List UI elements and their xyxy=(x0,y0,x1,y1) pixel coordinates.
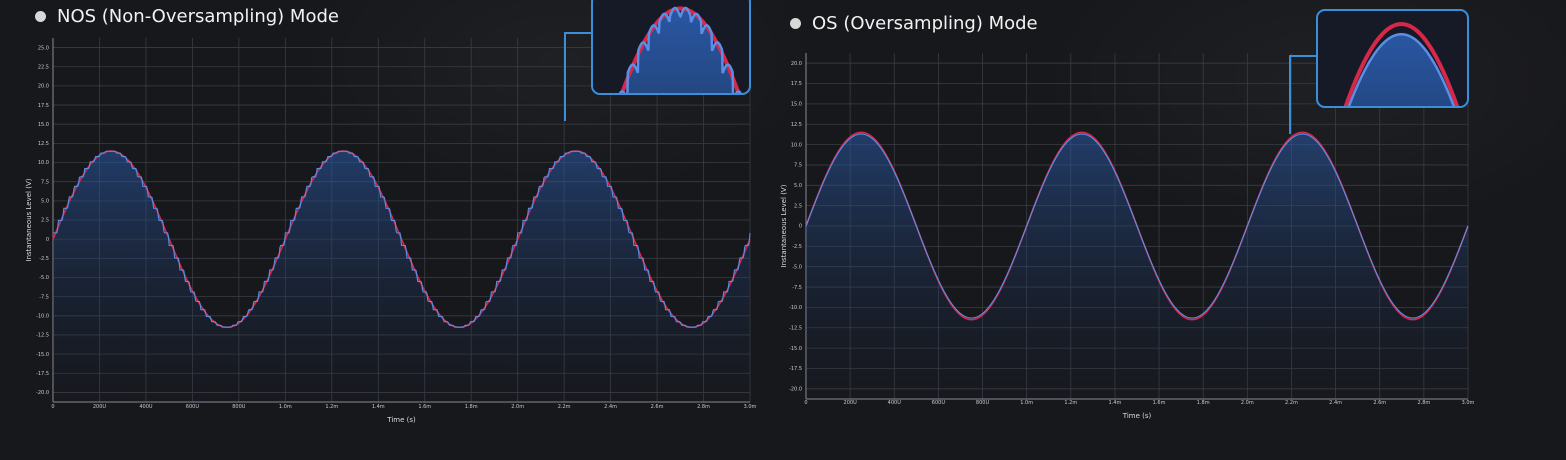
callout-leader-line xyxy=(564,32,592,121)
inset-border xyxy=(1316,9,1469,108)
inset-zoom xyxy=(592,6,750,94)
x-tick-label: 2.8m xyxy=(697,404,710,410)
y-tick-label: -12.5 xyxy=(789,325,802,331)
y-tick-label: -7.5 xyxy=(39,294,49,300)
x-tick-label: 800U xyxy=(232,404,246,410)
x-tick-label: 3.0m xyxy=(1462,400,1475,406)
x-tick-label: 2.6m xyxy=(1373,400,1386,406)
x-tick-label: 2.2m xyxy=(1285,400,1298,406)
panel-title-text: OS (Oversampling) Mode xyxy=(812,13,1038,34)
y-tick-label: -15.0 xyxy=(36,352,49,358)
y-tick-label: -7.5 xyxy=(792,285,802,291)
x-tick-label: 1.4m xyxy=(372,404,385,410)
inset-area xyxy=(1317,34,1468,107)
y-tick-label: 20.0 xyxy=(791,61,802,67)
y-tick-label: 12.5 xyxy=(38,141,49,147)
x-tick-label: 2.2m xyxy=(558,404,571,410)
signal-area xyxy=(53,151,750,402)
y-tick-label: -5.0 xyxy=(39,275,49,281)
x-tick-label: 0 xyxy=(51,404,54,410)
y-tick-label: -20.0 xyxy=(789,387,802,393)
panel-title-text: NOS (Non-Oversampling) Mode xyxy=(57,6,339,27)
x-tick-label: 200U xyxy=(93,404,107,410)
y-tick-label: -10.0 xyxy=(36,313,49,319)
x-tick-label: 2.6m xyxy=(651,404,664,410)
bullet-dot-icon xyxy=(790,18,801,29)
x-axis-label: Time (s) xyxy=(386,416,416,424)
inset-signal-line xyxy=(1317,33,1468,107)
y-tick-label: 12.5 xyxy=(791,122,802,128)
inset-area xyxy=(592,7,750,94)
inset-zoom xyxy=(1317,22,1468,107)
inset-border xyxy=(591,0,751,95)
x-tick-label: 2.0m xyxy=(511,404,524,410)
x-tick-label: 800U xyxy=(976,400,990,406)
y-tick-label: -10.0 xyxy=(789,305,802,311)
x-tick-label: 1.8m xyxy=(465,404,478,410)
y-tick-label: -17.5 xyxy=(789,366,802,372)
y-tick-label: 5.0 xyxy=(794,183,802,189)
x-tick-label: 600U xyxy=(932,400,946,406)
inset-reference-line xyxy=(1317,22,1468,107)
y-tick-label: 10.0 xyxy=(791,142,802,148)
y-tick-label: 7.5 xyxy=(41,179,49,185)
y-tick-label: 7.5 xyxy=(794,163,802,169)
x-tick-label: 2.4m xyxy=(604,404,617,410)
x-tick-label: 1.2m xyxy=(1064,400,1077,406)
y-tick-label: 5.0 xyxy=(41,199,49,205)
y-tick-label: 22.5 xyxy=(38,64,49,70)
y-tick-label: 17.5 xyxy=(791,81,802,87)
y-axis-label: Instantaneous Level (V) xyxy=(25,178,33,261)
y-tick-label: 15.0 xyxy=(38,122,49,128)
signal-area xyxy=(806,134,1468,399)
y-tick-label: 10.0 xyxy=(38,160,49,166)
x-tick-label: 1.0m xyxy=(1020,400,1033,406)
x-tick-label: 600U xyxy=(186,404,200,410)
y-tick-label: -15.0 xyxy=(789,346,802,352)
y-tick-label: -2.5 xyxy=(792,244,802,250)
y-tick-label: 20.0 xyxy=(38,84,49,90)
chart-panel-0: 25.0 22.5 20.0 17.5 15.0 12.5 10.0 7.5 5.0 2.5 0 -2… xyxy=(25,0,757,424)
x-tick-label: 400U xyxy=(888,400,902,406)
y-tick-label: 2.5 xyxy=(794,203,802,209)
y-tick-label: -12.5 xyxy=(36,333,49,339)
panel-title-nos: NOS (Non-Oversampling) Mode xyxy=(35,6,339,27)
y-tick-label: 0 xyxy=(799,224,802,230)
x-tick-label: 200U xyxy=(844,400,858,406)
inset-signal-line xyxy=(592,6,750,94)
y-tick-label: -5.0 xyxy=(792,264,802,270)
x-tick-label: 1.6m xyxy=(418,404,431,410)
y-axis-label: Instantaneous Level (V) xyxy=(780,184,788,267)
x-tick-label: 3.0m xyxy=(744,404,757,410)
x-tick-label: 400U xyxy=(139,404,153,410)
chart-panel-1: 20.0 17.5 15.0 12.5 10.0 7.5 5.0 2.5 0 -2.5 -5.0 -7… xyxy=(780,9,1475,420)
signal-series-line xyxy=(805,133,1469,319)
y-tick-label: -17.5 xyxy=(36,371,49,377)
x-axis-label: Time (s) xyxy=(1122,412,1152,420)
x-tick-label: 1.6m xyxy=(1153,400,1166,406)
y-tick-label: 2.5 xyxy=(41,218,49,224)
panel-title-os: OS (Oversampling) Mode xyxy=(790,13,1038,34)
y-tick-label: 0 xyxy=(46,237,49,243)
signal-series-line xyxy=(53,150,751,328)
y-tick-label: -2.5 xyxy=(39,256,49,262)
callout-leader-line xyxy=(1289,55,1317,134)
x-tick-label: 2.4m xyxy=(1329,400,1342,406)
x-tick-label: 1.2m xyxy=(325,404,338,410)
y-tick-label: 17.5 xyxy=(38,103,49,109)
x-tick-label: 1.4m xyxy=(1109,400,1122,406)
y-tick-label: 25.0 xyxy=(38,45,49,51)
x-tick-label: 0 xyxy=(804,400,807,406)
y-tick-label: 15.0 xyxy=(791,102,802,108)
x-tick-label: 1.8m xyxy=(1197,400,1210,406)
x-tick-label: 2.0m xyxy=(1241,400,1254,406)
x-tick-label: 1.0m xyxy=(279,404,292,410)
bullet-dot-icon xyxy=(35,11,46,22)
x-tick-label: 2.8m xyxy=(1417,400,1430,406)
y-tick-label: -20.0 xyxy=(36,390,49,396)
